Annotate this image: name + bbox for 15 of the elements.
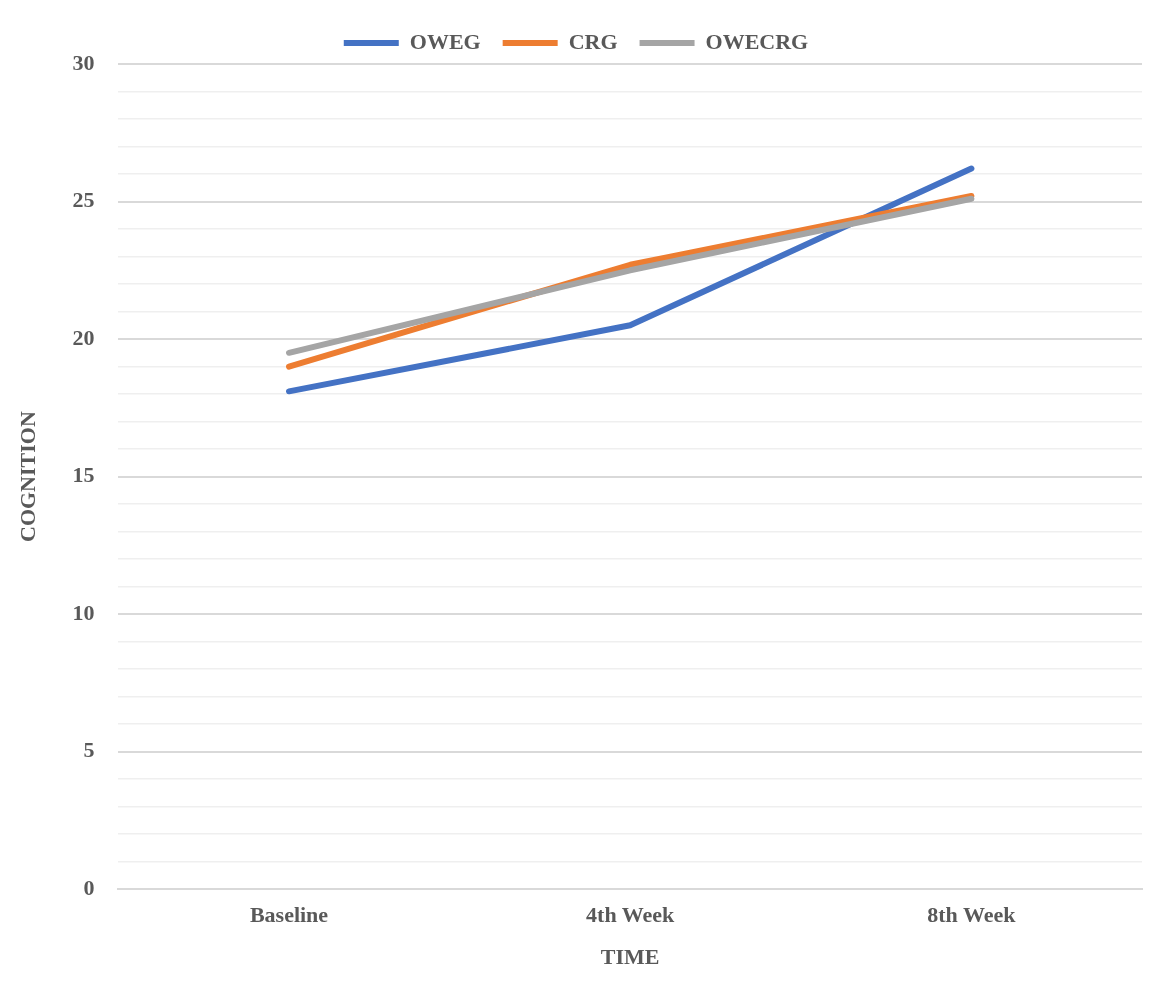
x-axis-title: TIME <box>600 944 660 970</box>
y-tick-label: 20 <box>72 324 95 350</box>
y-tick-label: 15 <box>72 462 95 488</box>
x-tick-label: 8th Week <box>927 902 1017 928</box>
x-tick-label: Baseline <box>249 902 329 928</box>
legend-label: CRG <box>568 28 618 54</box>
legend-label: OWECRG <box>705 28 809 54</box>
x-tick-label: 4th Week <box>586 902 676 928</box>
y-tick-label: 10 <box>72 599 95 625</box>
y-tick-label: 0 <box>83 874 95 900</box>
y-axis-title: COGNITION <box>14 411 40 542</box>
legend-label: OWEG <box>409 28 481 54</box>
y-tick-label: 5 <box>83 737 95 763</box>
y-tick-label: 25 <box>72 187 95 213</box>
y-tick-label: 30 <box>72 49 95 75</box>
